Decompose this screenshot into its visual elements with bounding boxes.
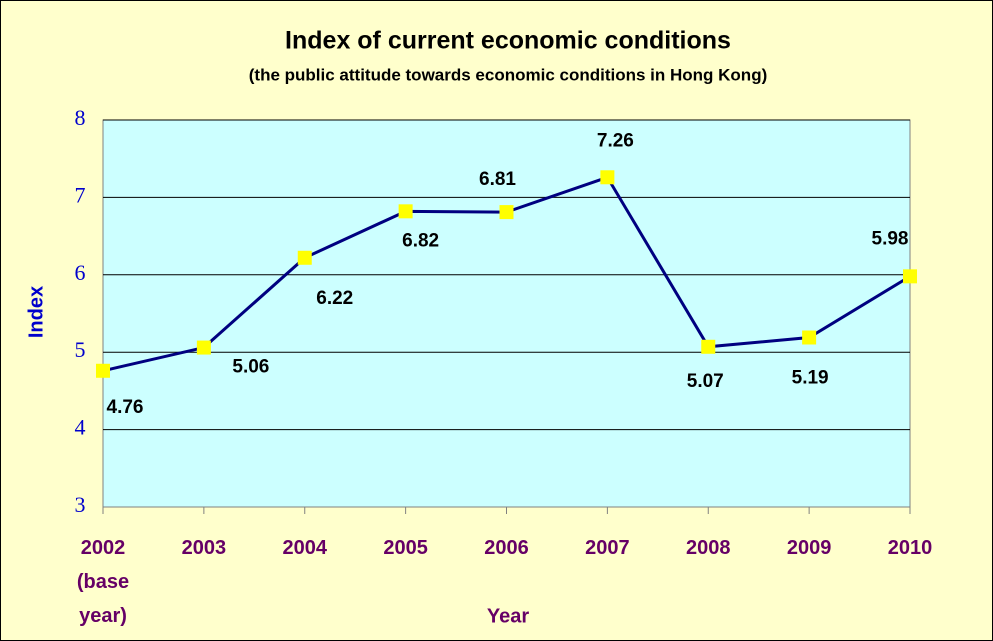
- x-tick-label: 2010: [888, 537, 933, 559]
- x-tick-label: 2008: [686, 537, 731, 559]
- y-tick-label: 6: [75, 260, 86, 285]
- y-tick-label: 8: [75, 105, 86, 130]
- marker: [398, 204, 413, 219]
- marker: [196, 340, 211, 355]
- data-label: 5.06: [232, 357, 269, 378]
- x-tick-label: 2009: [787, 537, 832, 559]
- x-tick-label: 2004: [283, 537, 328, 559]
- data-label: 7.26: [597, 130, 634, 151]
- x-tick-label: 2006: [484, 537, 529, 559]
- x-tick-label: 2005: [383, 537, 428, 559]
- x-axis-label: Year: [487, 605, 529, 627]
- y-axis-label: Index: [25, 286, 47, 338]
- marker: [96, 363, 110, 378]
- marker: [701, 339, 716, 354]
- chart-subtitle: (the public attitude towards economic co…: [249, 65, 767, 84]
- plot-area: [102, 119, 911, 508]
- x-tick-label: 2007: [585, 537, 630, 559]
- marker: [600, 170, 615, 185]
- x-tick-label: 2003: [182, 537, 227, 559]
- data-label: 6.81: [479, 169, 516, 190]
- marker: [802, 330, 817, 345]
- marker: [903, 269, 917, 284]
- marker: [297, 250, 312, 265]
- y-tick-label: 4: [75, 415, 86, 440]
- y-tick-label: 5: [75, 337, 86, 362]
- y-tick-label: 7: [75, 182, 86, 207]
- marker: [499, 205, 514, 220]
- chart-title: Index of current economic conditions: [285, 27, 731, 55]
- y-tick-label: 3: [75, 492, 86, 517]
- data-label: 4.76: [107, 397, 144, 418]
- data-label: 5.98: [872, 228, 909, 249]
- data-label: 5.07: [687, 371, 724, 392]
- data-label: 5.19: [792, 368, 829, 389]
- data-label: 6.22: [316, 288, 353, 309]
- data-label: 6.82: [402, 230, 439, 251]
- x-tick-label: 2002 (base year): [77, 537, 129, 627]
